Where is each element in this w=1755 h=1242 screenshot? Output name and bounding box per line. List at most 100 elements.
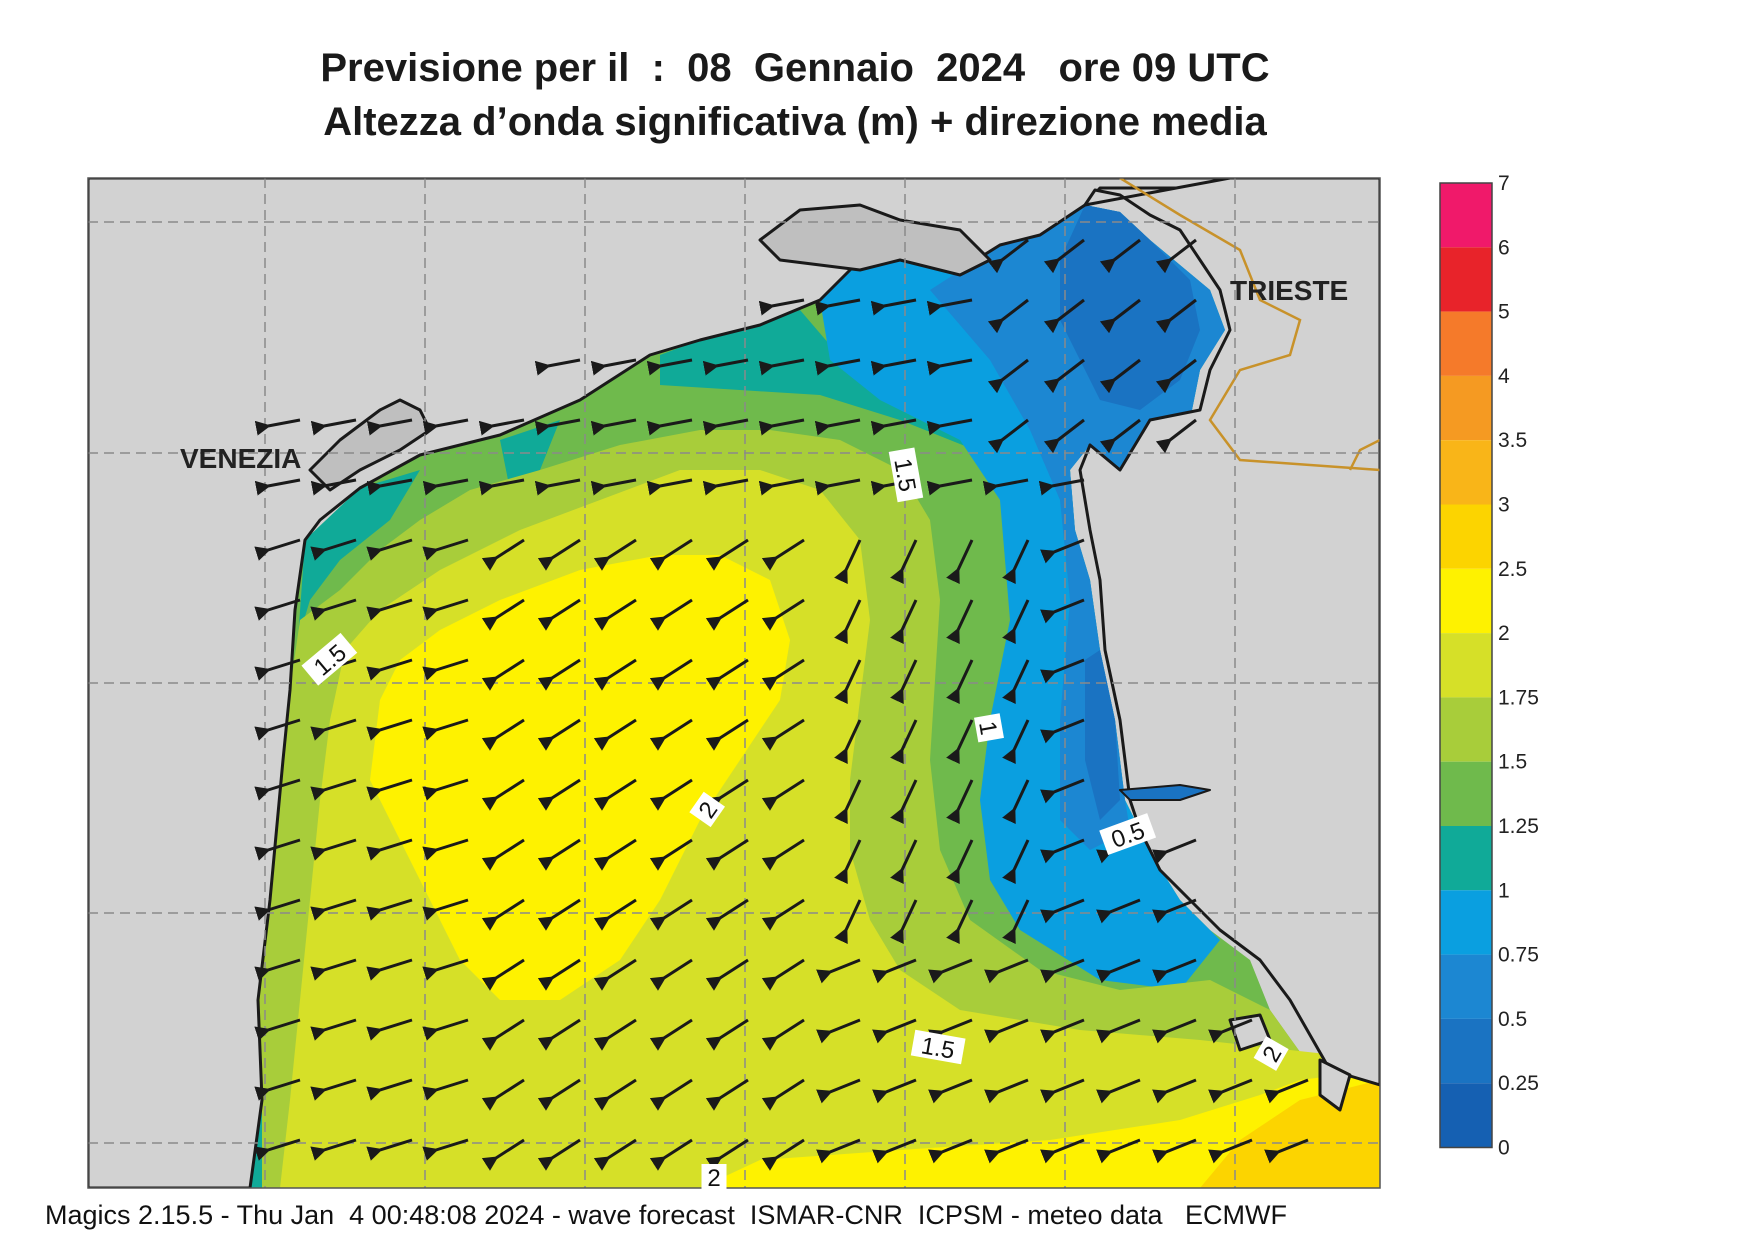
contour-label: 2 bbox=[1253, 1036, 1289, 1071]
direction-arrow bbox=[649, 718, 693, 751]
direction-arrow bbox=[310, 478, 357, 496]
direction-arrow bbox=[254, 598, 301, 621]
direction-arrow bbox=[1099, 298, 1141, 334]
direction-arrow bbox=[1152, 958, 1197, 984]
direction-arrow bbox=[870, 418, 917, 436]
direction-arrow bbox=[254, 898, 301, 921]
direction-arrow bbox=[987, 298, 1029, 334]
direction-arrow bbox=[834, 599, 862, 645]
direction-arrow bbox=[254, 1138, 301, 1161]
direction-arrow bbox=[946, 839, 974, 885]
direction-arrow bbox=[649, 898, 693, 931]
direction-arrow bbox=[761, 1078, 805, 1111]
direction-arrow bbox=[1099, 418, 1141, 454]
direction-arrow bbox=[834, 539, 862, 585]
direction-arrow bbox=[761, 838, 805, 871]
direction-arrow bbox=[366, 1138, 413, 1161]
colorbar-tick-label: 0.75 bbox=[1498, 944, 1539, 967]
direction-arrow bbox=[705, 778, 749, 811]
direction-arrow bbox=[422, 898, 469, 921]
direction-arrow bbox=[590, 418, 637, 436]
direction-arrow bbox=[1096, 1078, 1141, 1104]
direction-arrow bbox=[649, 598, 693, 631]
country-border bbox=[1119, 178, 1380, 472]
contour-labels: 1.51.510.521.522 bbox=[301, 447, 1289, 1192]
direction-arrow bbox=[1043, 418, 1085, 454]
direction-arrow bbox=[834, 899, 862, 945]
colorbar-swatch bbox=[1440, 697, 1492, 762]
direction-arrow bbox=[481, 778, 525, 811]
direction-arrow bbox=[928, 1138, 973, 1164]
direction-arrow bbox=[366, 898, 413, 921]
direction-arrow bbox=[649, 778, 693, 811]
direction-arrow bbox=[366, 778, 413, 801]
direction-arrow bbox=[758, 358, 805, 376]
direction-arrow bbox=[705, 1078, 749, 1111]
direction-arrow bbox=[310, 1138, 357, 1161]
colorbar-tick-label: 3.5 bbox=[1498, 429, 1527, 452]
direction-arrow bbox=[366, 958, 413, 981]
colorbar-tick-label: 2.5 bbox=[1498, 558, 1527, 581]
direction-arrow bbox=[1208, 1138, 1253, 1164]
direction-arrow bbox=[310, 958, 357, 981]
direction-arrow bbox=[254, 538, 301, 561]
direction-arrow bbox=[1002, 659, 1030, 705]
direction-arrow bbox=[1152, 838, 1197, 864]
direction-arrow bbox=[366, 658, 413, 681]
direction-arrow bbox=[422, 478, 469, 496]
direction-arrow bbox=[1040, 778, 1085, 804]
direction-arrow bbox=[481, 598, 525, 631]
direction-arrow bbox=[310, 538, 357, 561]
direction-arrow bbox=[593, 718, 637, 751]
direction-arrow bbox=[310, 598, 357, 621]
direction-arrow bbox=[1155, 418, 1197, 454]
direction-arrow bbox=[1002, 839, 1030, 885]
direction-arrow bbox=[1096, 958, 1141, 984]
direction-arrow bbox=[761, 778, 805, 811]
direction-arrow bbox=[1208, 1018, 1253, 1044]
direction-arrow bbox=[758, 478, 805, 496]
direction-arrow bbox=[422, 778, 469, 801]
direction-arrow bbox=[593, 598, 637, 631]
direction-arrow bbox=[593, 658, 637, 691]
direction-arrow bbox=[761, 538, 805, 571]
direction-arrow bbox=[870, 298, 917, 316]
direction-arrow bbox=[1040, 1078, 1085, 1104]
direction-arrow bbox=[870, 358, 917, 376]
direction-arrow bbox=[646, 478, 693, 496]
direction-arrow bbox=[1096, 1018, 1141, 1044]
colorbar-swatch bbox=[1440, 568, 1492, 634]
direction-arrow bbox=[1043, 358, 1085, 394]
colorbar-tick-label: 0 bbox=[1498, 1137, 1510, 1160]
colorbar-frame bbox=[1439, 182, 1493, 1149]
direction-arrow bbox=[481, 538, 525, 571]
direction-arrow bbox=[987, 358, 1029, 394]
direction-arrow bbox=[890, 899, 918, 945]
direction-arrow bbox=[946, 719, 974, 765]
city-label-trieste: TRIESTE bbox=[1230, 275, 1348, 306]
direction-arrow bbox=[1096, 1138, 1141, 1164]
direction-arrow bbox=[481, 658, 525, 691]
direction-arrow bbox=[1002, 779, 1030, 825]
direction-arrow bbox=[1040, 718, 1085, 744]
direction-arrow bbox=[702, 478, 749, 496]
country-border-2 bbox=[1348, 438, 1380, 471]
direction-arrow bbox=[834, 719, 862, 765]
direction-arrow bbox=[478, 418, 525, 436]
direction-arrow bbox=[649, 1138, 693, 1171]
direction-arrow bbox=[1152, 1078, 1197, 1104]
svg-text:1.5: 1.5 bbox=[919, 1032, 957, 1064]
direction-arrow bbox=[593, 1078, 637, 1111]
direction-arrow bbox=[593, 958, 637, 991]
direction-arrow bbox=[761, 598, 805, 631]
direction-arrow bbox=[537, 778, 581, 811]
direction-arrow bbox=[928, 958, 973, 984]
direction-arrow bbox=[984, 1018, 1029, 1044]
direction-arrow bbox=[590, 478, 637, 496]
direction-arrow bbox=[890, 539, 918, 585]
direction-arrow bbox=[534, 478, 581, 496]
direction-arrow bbox=[890, 659, 918, 705]
contour-label: 1 bbox=[973, 713, 1004, 743]
colorbar-tick-label: 3 bbox=[1498, 494, 1510, 517]
svg-text:2: 2 bbox=[707, 1165, 720, 1192]
